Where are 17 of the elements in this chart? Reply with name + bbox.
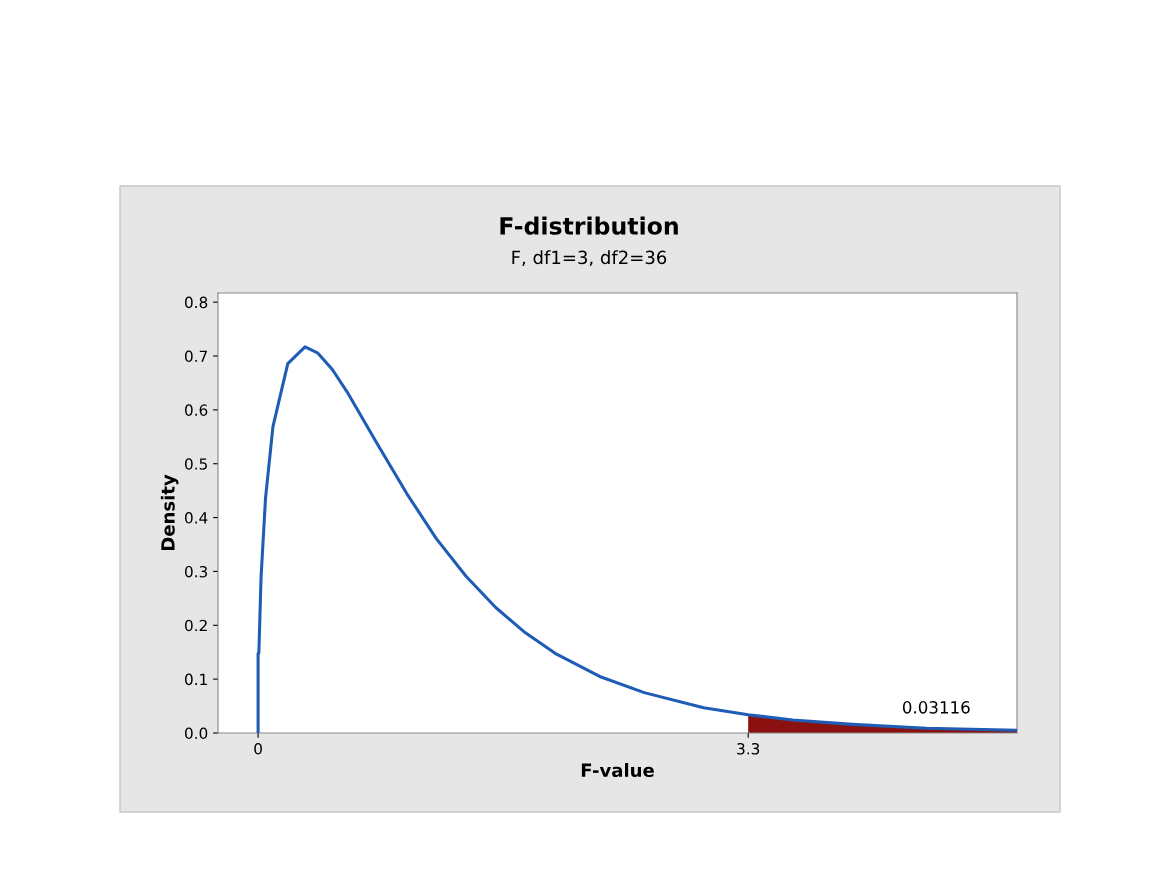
y-tick-label: 0.3 [184, 565, 208, 578]
y-tick-label: 0.1 [184, 673, 207, 686]
chart-title: F-distribution [500, 216, 678, 235]
y-axis-title: Density [160, 474, 179, 551]
y-tick-label: 0.0 [184, 727, 208, 740]
y-tick-label: 0.7 [184, 350, 207, 363]
x-tick-label: 3.3 [737, 742, 760, 755]
y-tick-label: 0.6 [184, 404, 208, 416]
x-tick-label: 0 [254, 742, 262, 755]
y-tick-label: 0.8 [184, 296, 208, 309]
annotation: 0.03116 [902, 701, 970, 714]
y-tick-label: 0.2 [184, 619, 207, 632]
line-series [256, 345, 1017, 733]
chart-subtitle: F, df1=3, df2=36 [512, 250, 667, 267]
x-axis-title: F-value [581, 763, 654, 778]
y-tick-label: 0.5 [184, 458, 207, 470]
y-tick-label: 0.4 [184, 512, 208, 524]
